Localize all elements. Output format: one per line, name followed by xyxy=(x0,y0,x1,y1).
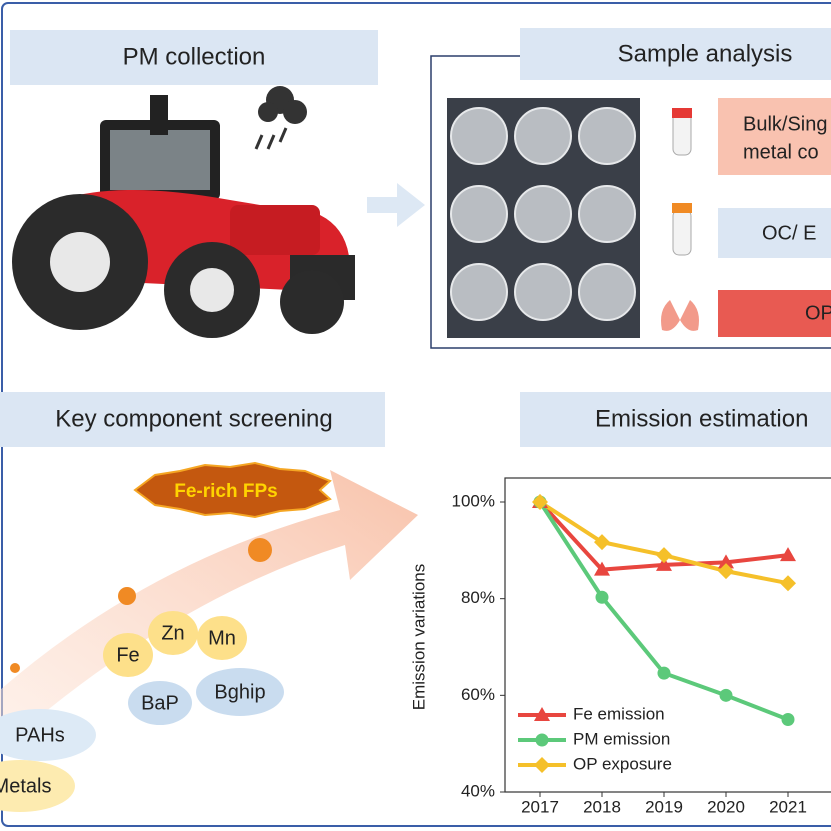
method-box xyxy=(718,208,831,258)
marker xyxy=(780,575,796,592)
panel-title: Key component screening xyxy=(55,405,333,432)
y-tick-label: 40% xyxy=(461,781,495,800)
method-label: Bulk/Sing xyxy=(743,113,828,135)
x-tick-label: 2020 xyxy=(707,797,745,816)
panel-title: Sample analysis xyxy=(618,40,793,67)
marker xyxy=(534,707,550,721)
header-box xyxy=(520,392,831,447)
marker xyxy=(657,666,671,680)
plot-frame xyxy=(504,477,831,793)
marker xyxy=(535,733,549,747)
component-label: Mn xyxy=(208,627,236,649)
marker xyxy=(595,590,609,604)
trend-arrow xyxy=(0,470,418,750)
method-box xyxy=(718,290,831,337)
y-axis-label: Emission variations xyxy=(409,564,428,710)
header-box xyxy=(520,28,831,80)
component-label: PAHs xyxy=(15,724,65,746)
dot xyxy=(10,663,20,673)
component-label: Zn xyxy=(161,622,184,644)
method-label: OP xyxy=(805,302,831,324)
marker xyxy=(532,494,548,510)
series-line xyxy=(538,500,789,722)
dot xyxy=(248,538,272,562)
component-label: Fe xyxy=(116,644,139,666)
header-box xyxy=(10,30,378,85)
marker xyxy=(718,554,734,569)
x-tick-label: 2018 xyxy=(583,797,621,816)
component-label: Metals xyxy=(0,775,51,797)
component-label: Bghip xyxy=(214,681,265,703)
flow-arrow xyxy=(367,183,425,227)
components xyxy=(0,611,284,812)
panel-title: Emission estimation xyxy=(595,405,808,432)
component-label: BaP xyxy=(141,692,179,714)
legend-label: PM emission xyxy=(573,729,670,748)
dot xyxy=(118,587,136,605)
method-label: OC/ E xyxy=(762,222,816,244)
header-box xyxy=(0,392,385,447)
legend-label: OP exposure xyxy=(573,754,672,773)
marker xyxy=(534,757,550,773)
marker xyxy=(718,563,734,580)
method-box xyxy=(718,98,831,175)
marker xyxy=(781,713,795,726)
marker xyxy=(656,556,672,571)
icons xyxy=(661,108,699,331)
marker xyxy=(780,547,796,562)
x-tick-label: 2021 xyxy=(769,797,807,816)
marker xyxy=(656,547,672,564)
marker xyxy=(719,688,733,702)
marker xyxy=(594,561,610,576)
y-tick-label: 60% xyxy=(461,685,495,704)
filter-samples xyxy=(447,98,640,338)
x-tick-label: 2019 xyxy=(645,797,683,816)
method-label: metal co xyxy=(743,141,819,163)
legend-label: Fe emission xyxy=(573,704,665,723)
tractor xyxy=(12,86,355,338)
y-tick-label: 80% xyxy=(461,588,495,607)
highlight-label: Fe-rich FPs xyxy=(174,481,277,502)
panel-title: PM collection xyxy=(123,43,266,70)
starburst xyxy=(133,461,332,519)
x-tick-label: 2017 xyxy=(521,797,559,816)
marker xyxy=(594,534,610,551)
y-tick-label: 100% xyxy=(452,491,495,510)
